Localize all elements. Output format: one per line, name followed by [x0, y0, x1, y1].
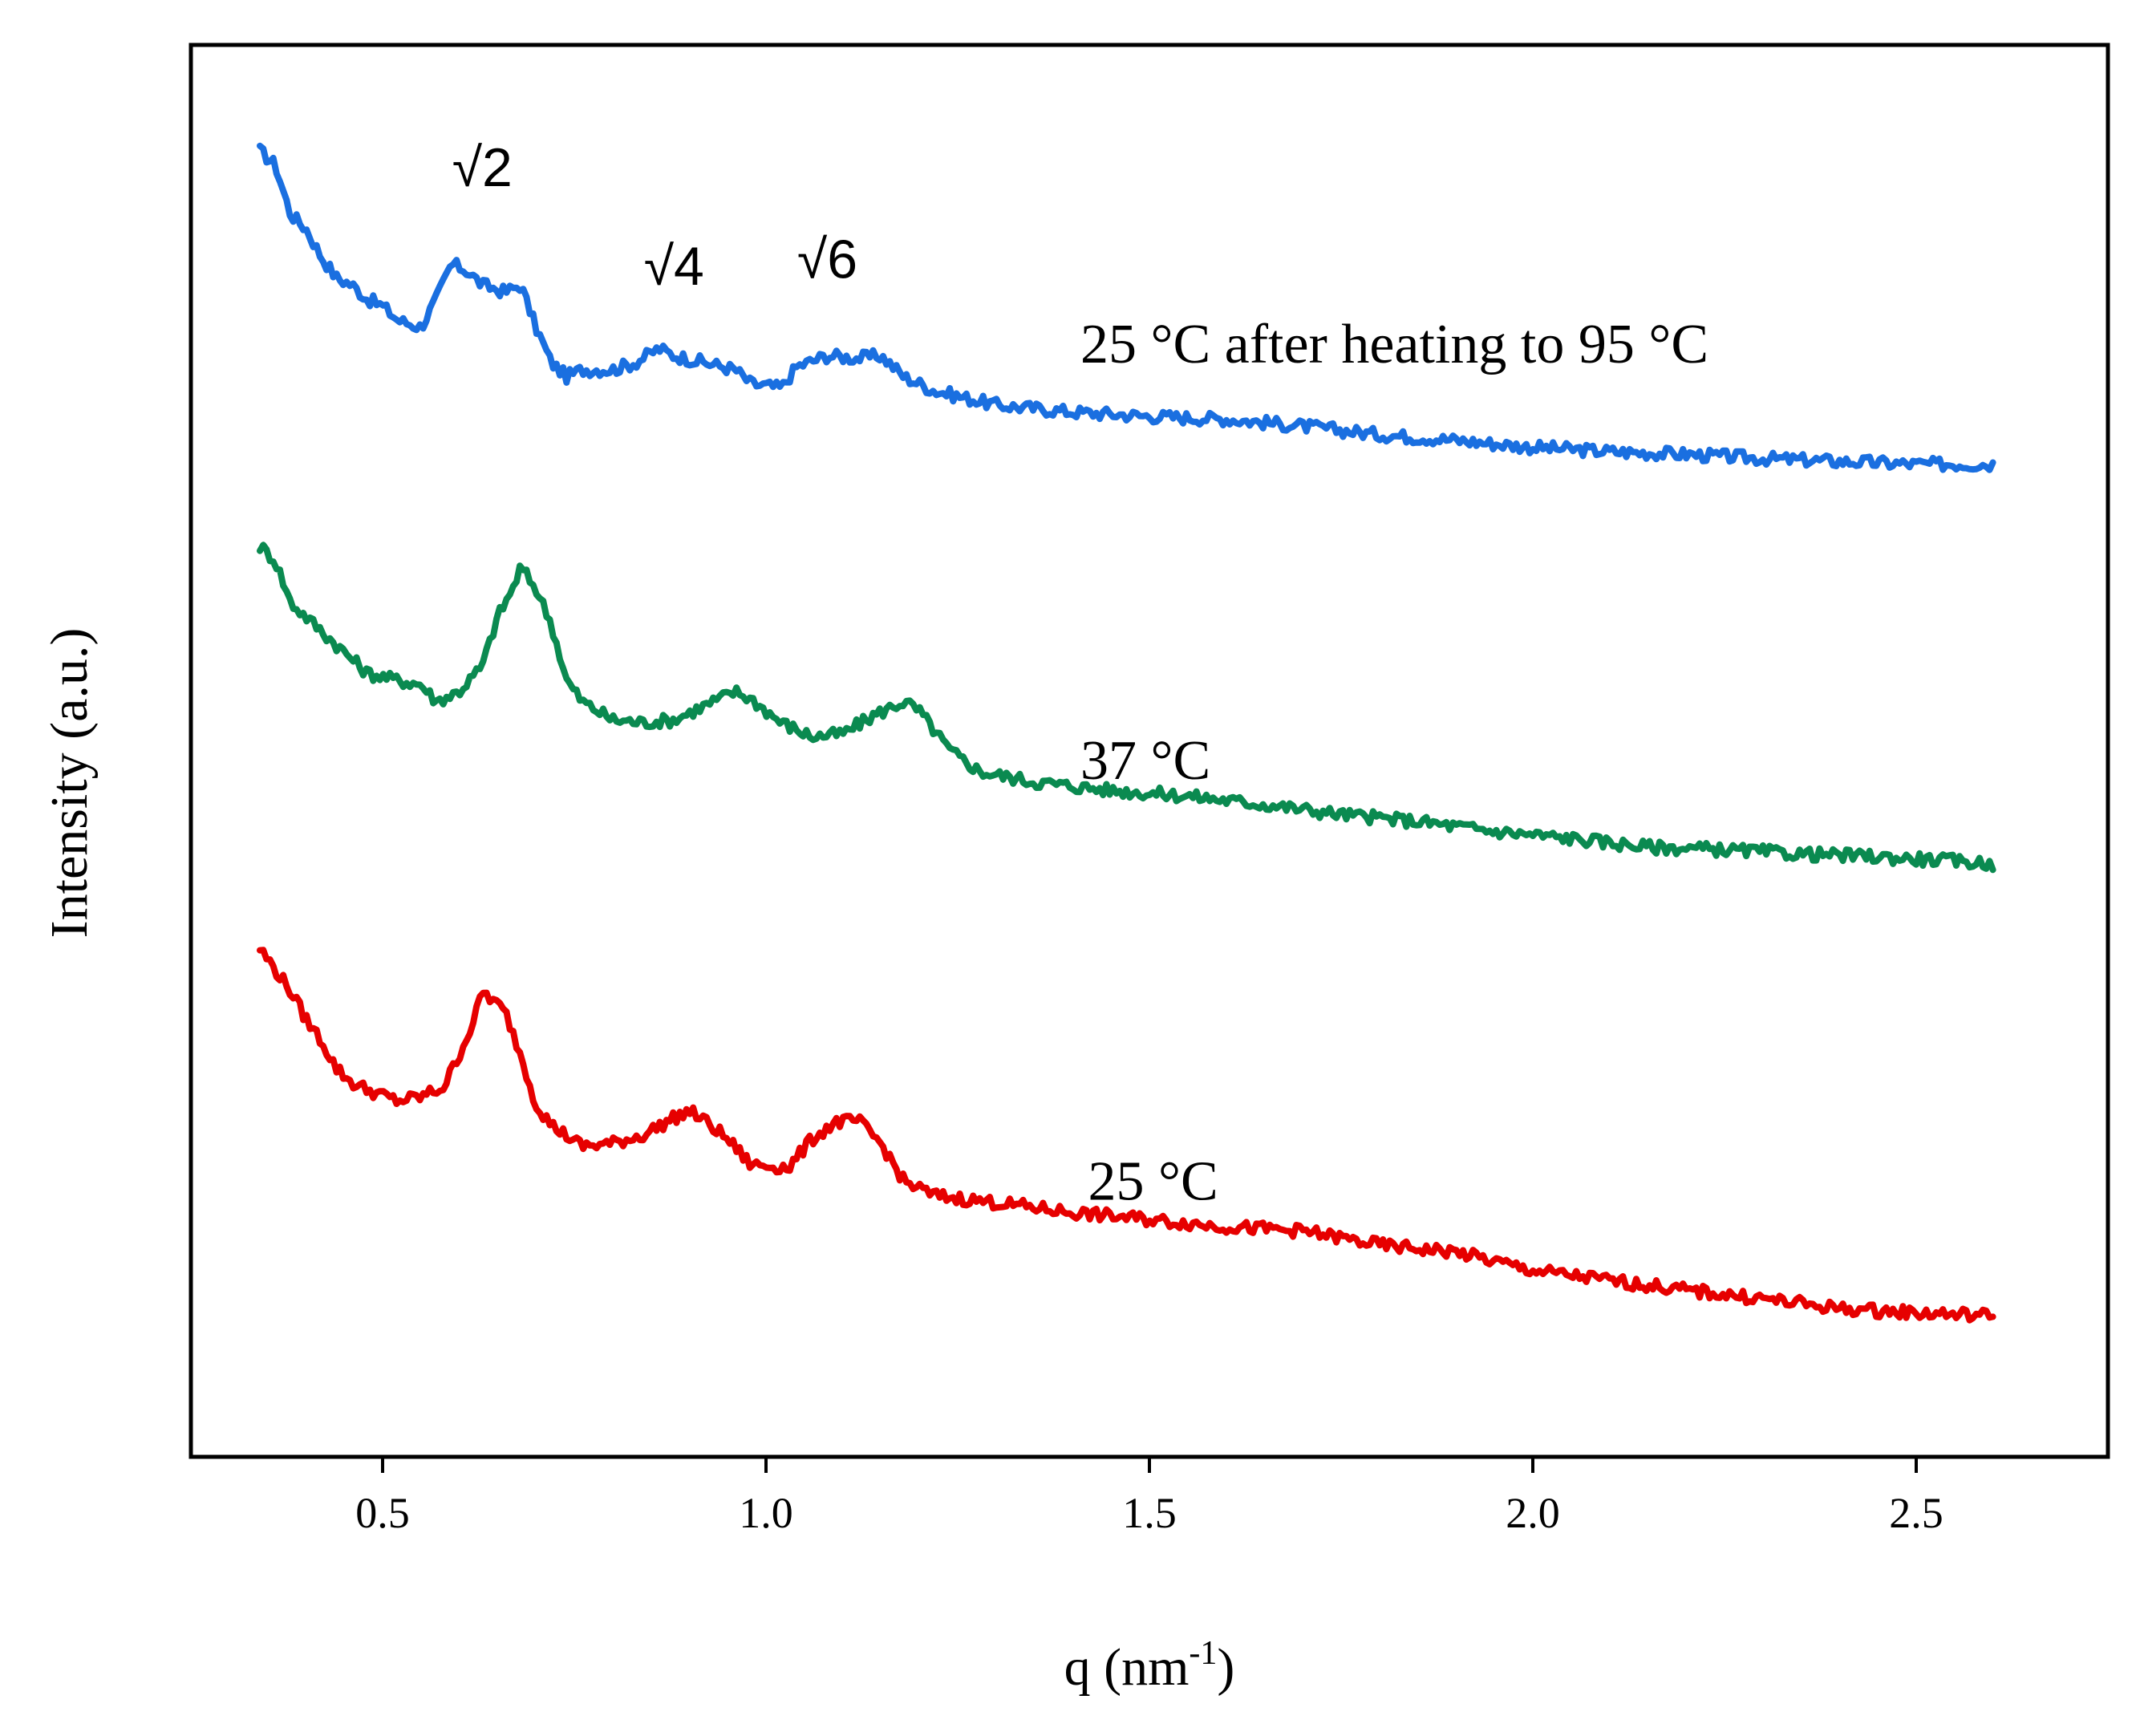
annotation-layer: √2 √4 √6 25 °C after heating to 95 °C 37 °C 2…	[452, 137, 1708, 1213]
y-axis-label: Intensity (a.u.)	[40, 628, 99, 939]
x-tick-label: 1.0	[739, 1489, 793, 1537]
x-tick-label: 2.5	[1889, 1489, 1943, 1537]
x-axis-label-base: q (nm	[1064, 1638, 1190, 1697]
series-line-1	[257, 142, 1996, 473]
series-label-2: 37 °C	[1080, 730, 1210, 792]
peak-annotation-2: √4	[644, 236, 704, 297]
series-line-3	[257, 947, 1996, 1324]
series-label-1: 25 °C after heating to 95 °C	[1080, 314, 1708, 375]
series-label-3: 25 °C	[1088, 1151, 1218, 1213]
x-tick-label: 1.5	[1122, 1489, 1177, 1537]
x-axis-label: q (nm-1)	[1064, 1635, 1235, 1697]
series-line-2	[257, 541, 1996, 874]
series-layer	[257, 142, 1996, 1324]
x-tick-label: 2.0	[1506, 1489, 1560, 1537]
x-tick-label: 0.5	[355, 1489, 410, 1537]
peak-annotation-1: √2	[452, 137, 513, 198]
x-axis-label-tail: )	[1217, 1638, 1234, 1697]
x-axis-label-sup: -1	[1189, 1635, 1217, 1672]
x-axis-ticks: 0.5 1.0 1.5 2.0 2.5	[355, 1457, 1943, 1537]
peak-annotation-3: √6	[797, 229, 857, 290]
